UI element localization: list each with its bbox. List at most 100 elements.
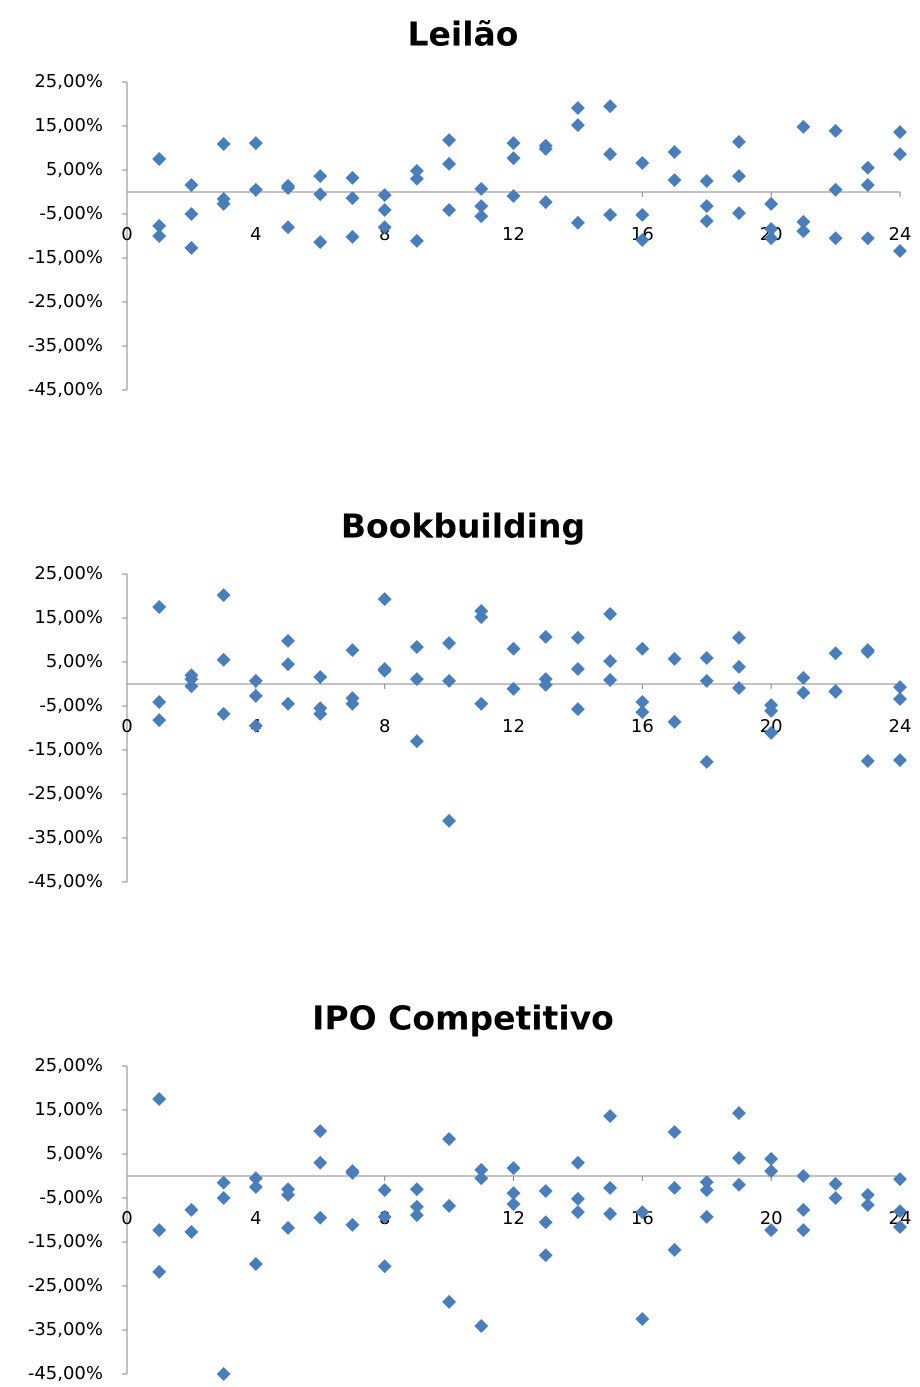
point bbox=[442, 203, 457, 218]
point bbox=[313, 1124, 328, 1139]
y-tick-label: -5,00% bbox=[39, 203, 103, 224]
point bbox=[893, 147, 907, 162]
point bbox=[667, 651, 682, 666]
point bbox=[152, 695, 167, 710]
point bbox=[731, 659, 746, 674]
point bbox=[603, 654, 618, 669]
y-tick-label: -25,00% bbox=[28, 783, 103, 804]
point bbox=[860, 177, 875, 192]
y-tick-label: -25,00% bbox=[28, 1275, 103, 1296]
point bbox=[828, 182, 843, 197]
point bbox=[281, 696, 296, 711]
point bbox=[570, 1205, 585, 1220]
point bbox=[281, 657, 296, 672]
point bbox=[184, 679, 199, 694]
x-tick-label: 0 bbox=[121, 224, 132, 245]
point bbox=[184, 207, 199, 221]
y-tick-label: 5,00% bbox=[46, 1143, 103, 1164]
point bbox=[345, 191, 360, 206]
point bbox=[796, 214, 811, 229]
point bbox=[635, 695, 650, 710]
point bbox=[506, 1186, 521, 1201]
point bbox=[603, 147, 618, 162]
point bbox=[828, 1176, 843, 1191]
point bbox=[764, 231, 779, 246]
point bbox=[635, 155, 650, 170]
point bbox=[828, 231, 843, 246]
x-tick-label: 0 bbox=[121, 716, 132, 737]
point bbox=[152, 1223, 167, 1238]
point bbox=[281, 181, 296, 196]
point bbox=[474, 610, 489, 625]
chart-title: Bookbuilding bbox=[341, 507, 585, 546]
point bbox=[506, 1161, 521, 1176]
point bbox=[828, 123, 843, 138]
x-tick-label: 8 bbox=[379, 224, 390, 245]
point bbox=[538, 629, 553, 644]
y-tick-label: -35,00% bbox=[28, 335, 103, 356]
point bbox=[281, 1187, 296, 1202]
x-tick-label: 0 bbox=[121, 1208, 132, 1229]
point bbox=[731, 1177, 746, 1192]
y-tick-label: -45,00% bbox=[28, 1363, 103, 1384]
point bbox=[538, 677, 553, 692]
point bbox=[442, 813, 457, 828]
point bbox=[603, 1206, 618, 1221]
x-tick-label: 12 bbox=[502, 716, 525, 737]
point bbox=[506, 136, 521, 151]
point bbox=[377, 592, 392, 607]
point bbox=[828, 684, 843, 699]
point bbox=[345, 1165, 360, 1180]
point bbox=[248, 673, 263, 688]
point bbox=[313, 706, 328, 721]
point bbox=[474, 181, 489, 196]
point bbox=[764, 1151, 779, 1166]
point bbox=[893, 1172, 907, 1187]
point bbox=[442, 133, 457, 148]
point bbox=[538, 195, 553, 210]
point bbox=[764, 1164, 779, 1179]
point bbox=[667, 1242, 682, 1257]
y-tick-label: -5,00% bbox=[39, 1187, 103, 1208]
point bbox=[796, 670, 811, 685]
point bbox=[152, 1264, 167, 1279]
x-tick-label: 24 bbox=[889, 716, 912, 737]
y-tick-label: 15,00% bbox=[34, 1099, 103, 1120]
point bbox=[313, 169, 328, 184]
y-tick-label: -35,00% bbox=[28, 1319, 103, 1340]
point bbox=[152, 218, 167, 233]
point bbox=[442, 636, 457, 651]
point bbox=[699, 1183, 714, 1198]
chart-title: Leilão bbox=[408, 15, 519, 54]
point bbox=[474, 1319, 489, 1334]
point bbox=[603, 99, 618, 114]
point bbox=[893, 691, 907, 706]
point bbox=[409, 171, 424, 186]
y-tick-label: 25,00% bbox=[34, 71, 103, 92]
point bbox=[216, 1175, 231, 1190]
point bbox=[603, 207, 618, 222]
y-tick-label: 5,00% bbox=[46, 651, 103, 672]
point bbox=[216, 652, 231, 667]
point bbox=[216, 706, 231, 721]
point bbox=[538, 1248, 553, 1263]
point bbox=[764, 196, 779, 211]
chart-title: IPO Competitivo bbox=[312, 999, 614, 1038]
point bbox=[893, 125, 907, 140]
point bbox=[699, 174, 714, 188]
point bbox=[184, 177, 199, 192]
point bbox=[474, 199, 489, 214]
point bbox=[635, 207, 650, 222]
point bbox=[570, 100, 585, 115]
point bbox=[281, 220, 296, 235]
point bbox=[860, 231, 875, 246]
point bbox=[860, 1198, 875, 1213]
point bbox=[667, 173, 682, 188]
point bbox=[828, 646, 843, 661]
point bbox=[635, 641, 650, 656]
point bbox=[281, 1220, 296, 1235]
point bbox=[506, 188, 521, 203]
point bbox=[828, 1191, 843, 1205]
x-tick-label: 24 bbox=[889, 1208, 912, 1229]
point bbox=[248, 718, 263, 733]
